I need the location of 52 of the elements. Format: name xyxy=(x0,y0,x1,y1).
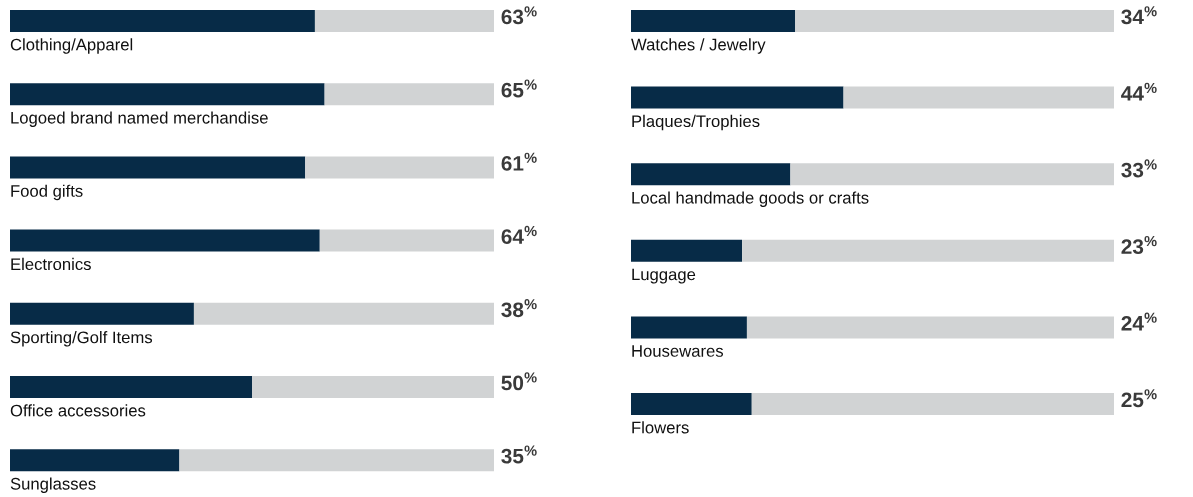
data-label: 38$^{%}$ xyxy=(501,299,537,318)
bar xyxy=(10,229,320,252)
bar xyxy=(193,302,494,325)
bar xyxy=(10,83,325,106)
y-tick-label: Office accessories xyxy=(10,404,146,417)
bar xyxy=(631,239,743,262)
y-tick-label: Logoed brand named merchandise xyxy=(11,111,268,127)
data-label: 24$^{%}$ xyxy=(1121,312,1157,331)
bar xyxy=(795,10,1114,32)
bar xyxy=(314,10,494,32)
bar xyxy=(790,163,1114,186)
data-label: 50$^{%}$ xyxy=(501,372,537,391)
y-tick-label: Local handmade goods or crafts xyxy=(632,191,869,207)
data-label: 34$^{%}$ xyxy=(1121,6,1157,25)
bar xyxy=(631,10,796,32)
bar xyxy=(843,86,1114,109)
data-label: 44$^{%}$ xyxy=(1121,82,1157,101)
y-tick-label: Luggage xyxy=(632,268,696,284)
bar xyxy=(305,156,494,179)
y-tick-label: Clothing/Apparel xyxy=(10,38,133,54)
bar xyxy=(631,316,747,339)
bar xyxy=(10,302,194,325)
data-label: 25$^{%}$ xyxy=(1121,389,1157,408)
bar xyxy=(324,83,494,106)
data-label: 64$^{%}$ xyxy=(501,225,537,244)
data-label: 61$^{%}$ xyxy=(501,152,537,171)
bar xyxy=(179,449,494,472)
bar xyxy=(631,163,791,186)
data-label: 33$^{%}$ xyxy=(1121,159,1157,178)
bar xyxy=(10,449,180,472)
bar xyxy=(631,86,844,109)
bar xyxy=(10,156,306,179)
y-tick-label: Sporting/Golf Items xyxy=(10,331,153,347)
data-label: 35$^{%}$ xyxy=(501,445,537,464)
bar xyxy=(746,316,1114,339)
data-label: 63$^{%}$ xyxy=(501,6,537,25)
bar xyxy=(751,393,1114,415)
y-tick-label: Watches / Jewelry xyxy=(631,38,766,54)
bar xyxy=(10,376,252,398)
y-tick-label: Flowers xyxy=(632,421,689,434)
data-label: 65$^{%}$ xyxy=(501,79,537,98)
y-tick-label: Electronics xyxy=(11,257,91,271)
y-tick-label: Plaques/Trophies xyxy=(632,114,760,131)
bar xyxy=(10,10,315,32)
data-label: 23$^{%}$ xyxy=(1121,235,1157,255)
y-tick-label: Food gifts xyxy=(11,184,83,201)
bar xyxy=(319,229,494,252)
y-tick-label: Housewares xyxy=(632,345,724,357)
bar xyxy=(742,239,1114,262)
bar xyxy=(252,376,494,398)
y-tick-label: Sunglasses xyxy=(10,477,96,493)
bar xyxy=(631,393,752,415)
